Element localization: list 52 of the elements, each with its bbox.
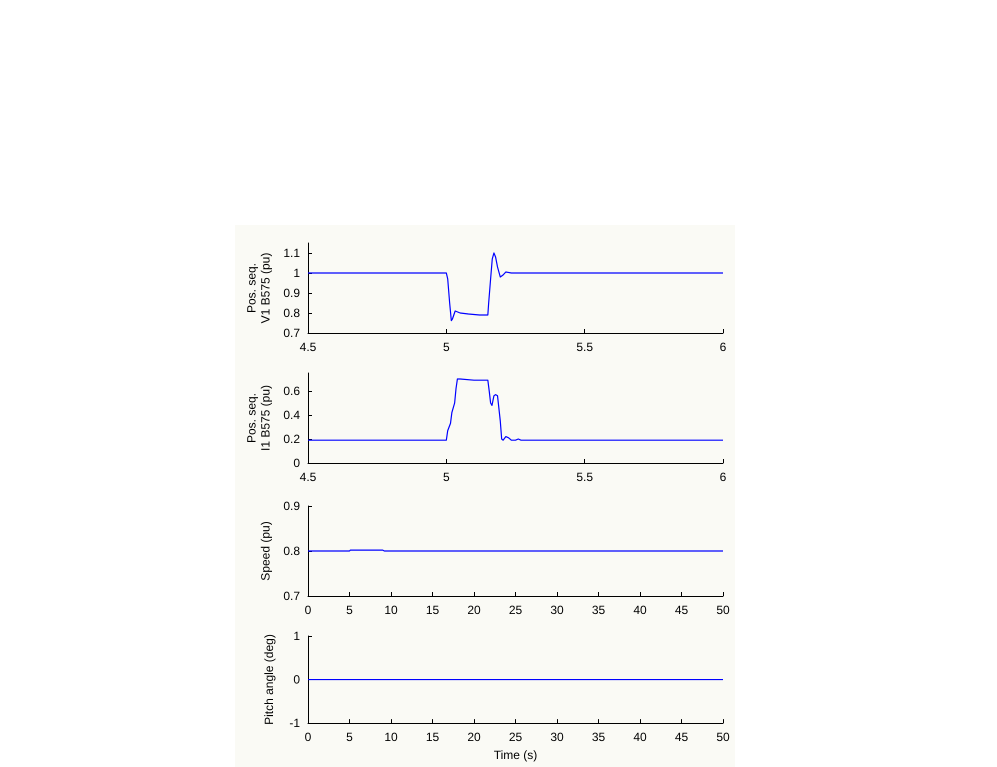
x-tick-label: 30 — [550, 730, 564, 744]
x-tick-label: 30 — [550, 603, 564, 617]
y-tick-label: 0.8 — [283, 306, 300, 320]
y-tick-label: 1 — [293, 629, 300, 643]
x-tick-label: 10 — [384, 603, 398, 617]
y-axis-title: Pos. seq. I1 B575 (pu) — [244, 384, 272, 452]
y-tick-label: 0.9 — [283, 286, 300, 300]
line-series — [307, 252, 724, 322]
y-tick-label: 0.2 — [283, 432, 300, 446]
x-tick-label: 0 — [304, 730, 312, 744]
y-tick-label: 0.8 — [283, 544, 300, 558]
x-tick-label: 0 — [304, 603, 312, 617]
x-tick-label: 40 — [633, 730, 647, 744]
y-axis-title: Speed (pu) — [258, 521, 272, 581]
x-tick-label: 6 — [720, 470, 727, 484]
x-tick-label: 5 — [346, 730, 354, 744]
x-tick-label: 45 — [674, 603, 688, 617]
y-tick-label: 0.7 — [283, 326, 300, 340]
x-tick-label: 15 — [426, 603, 440, 617]
x-tick-label: 45 — [674, 730, 688, 744]
x-tick-label: 10 — [384, 730, 398, 744]
y-tick-label: 0 — [293, 456, 300, 470]
x-tick-label: 35 — [592, 603, 606, 617]
y-tick-label: 1.1 — [283, 246, 300, 260]
y-tick-label: 0.6 — [283, 384, 300, 398]
y-tick-label: 0.7 — [283, 589, 300, 603]
y-tick-label: 0.9 — [283, 499, 300, 513]
line-series — [307, 378, 724, 441]
x-tick-label: 25 — [508, 603, 522, 617]
x-tick-label: 5 — [442, 470, 450, 484]
y-tick-label: -1 — [289, 716, 300, 730]
x-tick-label: 5 — [442, 340, 450, 354]
y-tick-label: 0 — [293, 672, 300, 687]
y-axis-title: Pos. seq. V1 B575 (pu) — [244, 252, 272, 324]
x-tick-label: 40 — [633, 603, 647, 617]
y-tick-label: 1 — [293, 266, 300, 280]
x-tick-label: 15 — [426, 730, 440, 744]
x-tick-label: 50 — [716, 730, 730, 744]
y-axis-title: Pitch angle (deg) — [262, 634, 276, 725]
x-tick-label: 35 — [592, 730, 606, 744]
x-axis-title: Time (s) — [494, 748, 538, 762]
x-tick-label: 4.5 — [300, 470, 317, 484]
x-tick-label: 5.5 — [576, 340, 594, 354]
x-tick-label: 5 — [346, 603, 354, 617]
y-tick-label: 0.4 — [283, 408, 300, 422]
x-tick-label: 50 — [716, 603, 730, 617]
x-tick-label: 20 — [467, 603, 481, 617]
x-tick-label: 25 — [508, 730, 522, 744]
x-tick-label: 4.5 — [300, 340, 317, 354]
x-tick-label: 5.5 — [576, 470, 594, 484]
x-tick-label: 20 — [467, 730, 481, 744]
x-tick-label: 6 — [720, 340, 727, 354]
